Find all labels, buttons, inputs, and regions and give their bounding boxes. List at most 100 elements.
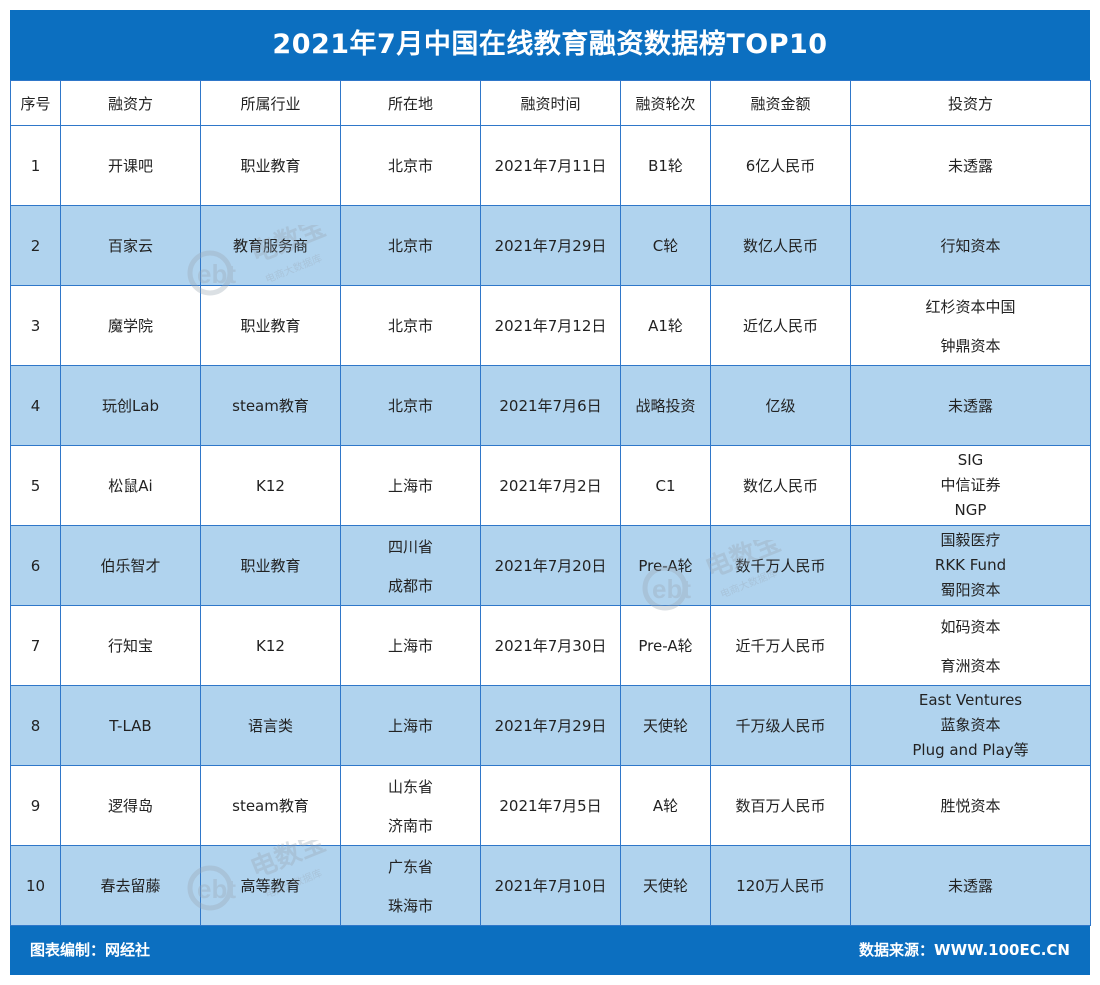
cell-date: 2021年7月30日 [480,605,621,686]
page-title: 2021年7月中国在线教育融资数据榜TOP10 [272,29,828,60]
cell-location-lines: 上海市 [343,687,478,765]
cell-investors-line: 未透露 [947,877,993,895]
footer-bar: 图表编制：网经社 数据来源：WWW.100EC.CN [10,925,1090,975]
cell-round: 天使轮 [620,845,711,926]
cell-location-lines: 上海市 [343,447,478,525]
cell-no: 9 [10,765,61,846]
table-row: 3 魔学院 职业教育 北京市 2021年7月12日 A1轮 近亿人民币 红杉资本中国 钟鼎资本 [10,285,1091,366]
cell-amount: 近亿人民币 [710,285,851,366]
cell-date: 2021年7月10日 [480,845,621,926]
cell-date: 2021年7月11日 [480,125,621,206]
cell-company: 行知宝 [60,605,201,686]
cell-location: 北京市 [340,205,481,286]
cell-round: C轮 [620,205,711,286]
cell-investors: 国毅医疗 RKK Fund 蜀阳资本 [850,525,1091,606]
cell-amount: 6亿人民币 [710,125,851,206]
cell-no: 7 [10,605,61,686]
cell-investors-line: NGP [954,501,987,519]
cell-date: 2021年7月29日 [480,685,621,766]
cell-location-line: 济南市 [387,816,433,835]
cell-investors-line: SIG [957,451,984,469]
cell-amount: 亿级 [710,365,851,446]
cell-location-line: 广东省 [387,857,433,876]
cell-investors: 胜悦资本 [850,765,1091,846]
cell-location-lines: 广东省 珠海市 [343,847,478,925]
cell-location-line: 山东省 [387,777,433,796]
cell-no: 1 [10,125,61,206]
cell-investors-lines: SIG 中信证券 NGP [853,447,1088,525]
cell-location-line: 上海市 [387,477,433,495]
cell-location-line: 成都市 [387,576,433,595]
cell-round: 天使轮 [620,685,711,766]
cell-investors-lines: 红杉资本中国 钟鼎资本 [853,287,1088,365]
cell-investors-line: East Ventures [918,691,1023,709]
cell-investors-lines: 未透露 [853,127,1088,205]
cell-industry: 职业教育 [200,285,341,366]
report-frame: 2021年7月中国在线教育融资数据榜TOP10 序号 融资方 所属行业 所在地 … [10,10,1091,975]
cell-location: 四川省 成都市 [340,525,481,606]
cell-location-line: 北京市 [387,237,433,255]
cell-investors-line: 如码资本 [940,617,1001,636]
cell-investors-line: 胜悦资本 [940,797,1001,815]
cell-amount: 数亿人民币 [710,205,851,286]
cell-round: A1轮 [620,285,711,366]
col-header-no: 序号 [10,80,61,126]
cell-location-lines: 北京市 [343,127,478,205]
cell-investors-line: Plug and Play等 [912,741,1029,759]
cell-industry: K12 [200,445,341,526]
table-row: 4 玩创Lab steam教育 北京市 2021年7月6日 战略投资 亿级 未透露 [10,365,1091,446]
cell-round: B1轮 [620,125,711,206]
cell-investors: East Ventures 蓝象资本 Plug and Play等 [850,685,1091,766]
cell-investors-lines: 行知资本 [853,207,1088,285]
cell-round: 战略投资 [620,365,711,446]
cell-investors-line: 红杉资本中国 [925,297,1016,316]
footer-source: 数据来源：WWW.100EC.CN [859,941,1070,959]
cell-location: 上海市 [340,445,481,526]
cell-location: 山东省 济南市 [340,765,481,846]
col-header-investors: 投资方 [850,80,1091,126]
col-header-industry: 所属行业 [200,80,341,126]
cell-investors: 如码资本 育洲资本 [850,605,1091,686]
cell-location: 北京市 [340,285,481,366]
cell-investors-lines: 未透露 [853,367,1088,445]
cell-no: 2 [10,205,61,286]
cell-investors-lines: 国毅医疗 RKK Fund 蜀阳资本 [853,527,1088,605]
cell-location-line: 北京市 [387,157,433,175]
cell-company: 魔学院 [60,285,201,366]
cell-location: 上海市 [340,605,481,686]
cell-company: 玩创Lab [60,365,201,446]
col-header-company: 融资方 [60,80,201,126]
cell-investors-line: 育洲资本 [940,656,1001,675]
cell-investors-lines: 如码资本 育洲资本 [853,607,1088,685]
cell-amount: 数百万人民币 [710,765,851,846]
cell-no: 6 [10,525,61,606]
cell-investors-line: 未透露 [947,157,993,175]
col-header-amount: 融资金额 [710,80,851,126]
cell-date: 2021年7月5日 [480,765,621,846]
table-row: 8 T-LAB 语言类 上海市 2021年7月29日 天使轮 千万级人民币 East Vent… [10,685,1091,766]
cell-date: 2021年7月6日 [480,365,621,446]
cell-location: 广东省 珠海市 [340,845,481,926]
cell-no: 3 [10,285,61,366]
cell-location-lines: 山东省 济南市 [343,767,478,845]
table-row: 9 逻得岛 steam教育 山东省 济南市 2021年7月5日 A轮 数百万人民币 胜悦资本 [10,765,1091,846]
table-row: 2 百家云 教育服务商 北京市 2021年7月29日 C轮 数亿人民币 行知资本 [10,205,1091,286]
cell-investors-line: RKK Fund [934,556,1007,574]
table-row: 7 行知宝 K12 上海市 2021年7月30日 Pre-A轮 近千万人民币 如码资本 育洲资本 [10,605,1091,686]
cell-industry: steam教育 [200,365,341,446]
cell-round: Pre-A轮 [620,605,711,686]
cell-no: 10 [10,845,61,926]
cell-industry: 教育服务商 [200,205,341,286]
cell-industry: 职业教育 [200,125,341,206]
table-header-row: 序号 融资方 所属行业 所在地 融资时间 融资轮次 融资金额 投资方 [10,80,1091,126]
cell-investors-lines: East Ventures 蓝象资本 Plug and Play等 [853,687,1088,765]
cell-location-line: 四川省 [387,537,433,556]
cell-location-line: 北京市 [387,317,433,335]
cell-amount: 数亿人民币 [710,445,851,526]
cell-no: 4 [10,365,61,446]
cell-location-lines: 北京市 [343,367,478,445]
cell-investors: 未透露 [850,125,1091,206]
cell-amount: 千万级人民币 [710,685,851,766]
cell-investors-line: 未透露 [947,397,993,415]
cell-industry: 职业教育 [200,525,341,606]
